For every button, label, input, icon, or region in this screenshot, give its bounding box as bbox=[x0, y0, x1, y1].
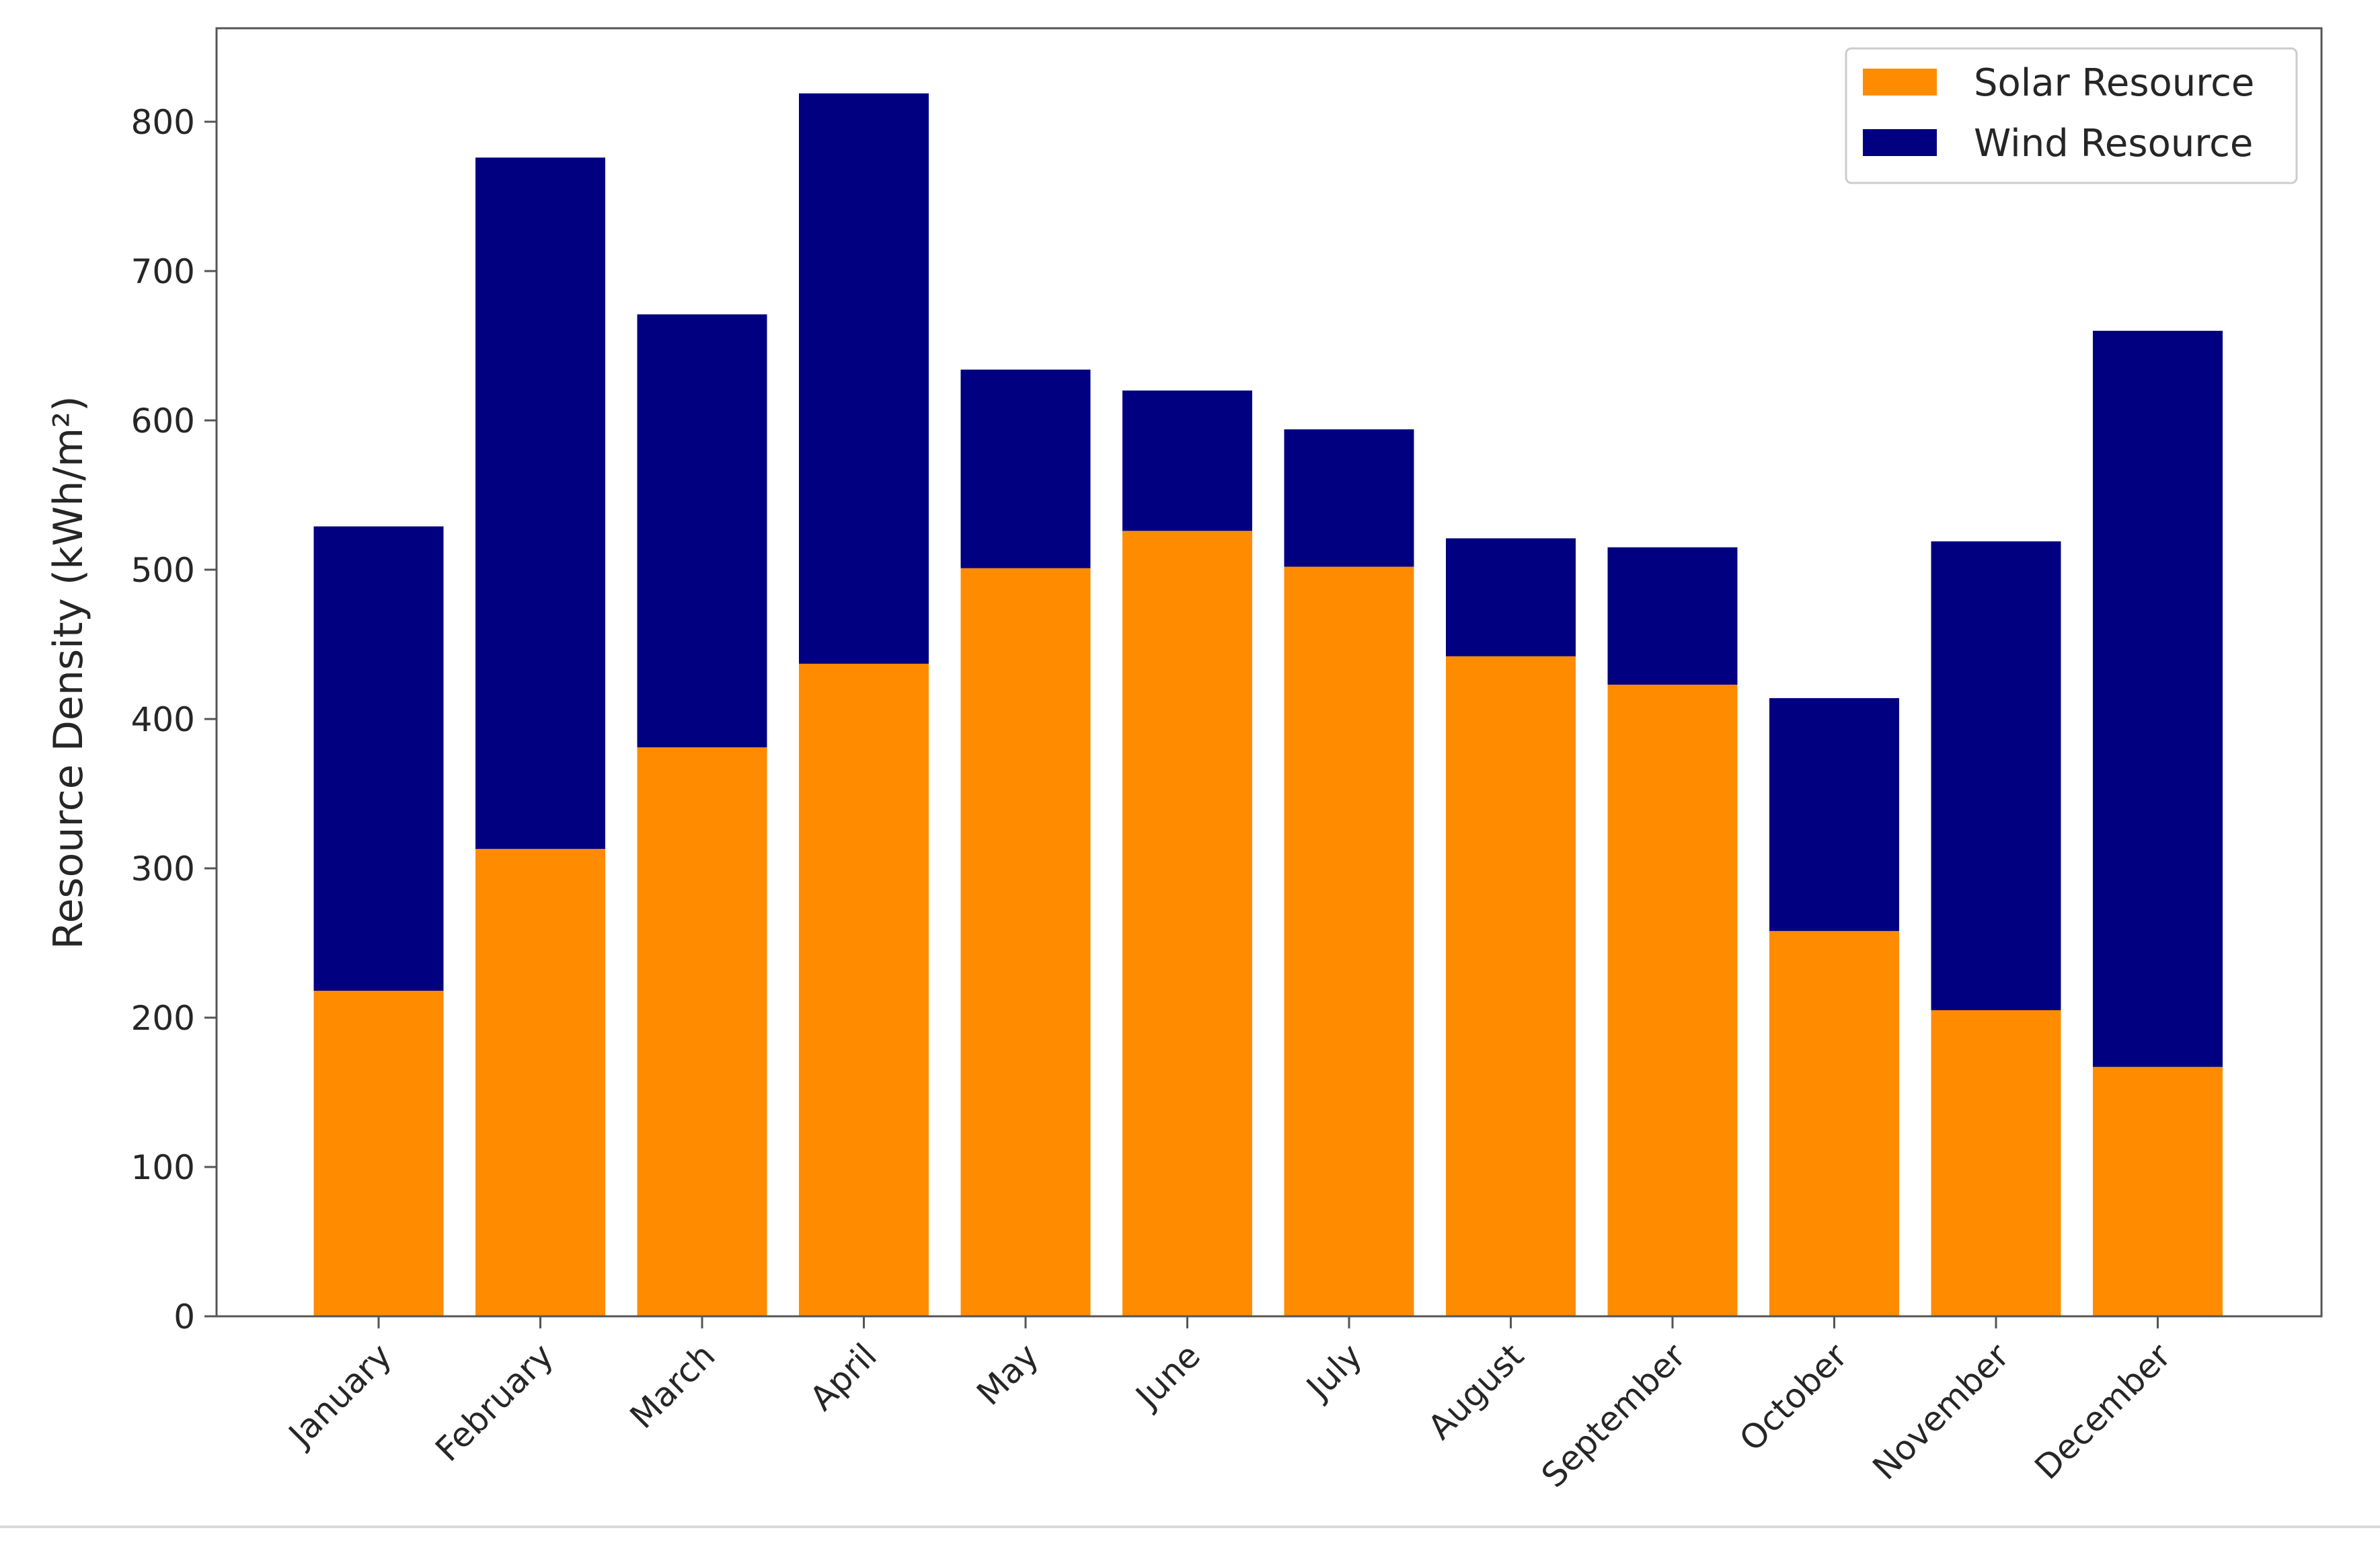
bar-solar-april bbox=[799, 663, 929, 1316]
y-tick-label-500: 500 bbox=[131, 551, 195, 590]
bar-solar-january bbox=[313, 991, 444, 1316]
bar-solar-march bbox=[637, 747, 767, 1316]
legend: Solar Resource Wind Resource bbox=[1845, 47, 2298, 184]
y-tick-label-100: 100 bbox=[131, 1148, 195, 1187]
y-tick-label-600: 600 bbox=[131, 402, 195, 441]
bar-solar-august bbox=[1446, 656, 1576, 1316]
bar-wind-february bbox=[475, 157, 605, 850]
y-tick-label-700: 700 bbox=[131, 252, 195, 291]
bar-wind-august bbox=[1446, 538, 1576, 656]
y-tick-label-800: 800 bbox=[131, 103, 195, 142]
legend-label-wind: Wind Resource bbox=[1974, 122, 2253, 165]
bar-solar-june bbox=[1122, 531, 1252, 1316]
bar-wind-march bbox=[637, 314, 767, 748]
bar-wind-november bbox=[1931, 541, 2061, 1010]
plot-frame bbox=[215, 27, 2323, 1318]
bar-solar-july bbox=[1284, 566, 1414, 1316]
y-tick-label-400: 400 bbox=[131, 700, 195, 739]
bar-wind-june bbox=[1122, 390, 1252, 531]
legend-swatch-solar bbox=[1863, 69, 1937, 96]
bar-wind-april bbox=[799, 93, 929, 664]
bar-wind-december bbox=[2093, 330, 2223, 1067]
bar-solar-november bbox=[1931, 1010, 2061, 1316]
y-tick-label-0: 0 bbox=[174, 1297, 195, 1336]
bar-solar-december bbox=[2093, 1067, 2223, 1316]
bar-wind-october bbox=[1769, 697, 1899, 932]
y-axis: 0 100 200 300 400 500 600 700 800 bbox=[131, 103, 217, 1336]
y-tick-label-300: 300 bbox=[131, 850, 195, 889]
bar-wind-may bbox=[960, 369, 1091, 568]
bar-wind-january bbox=[313, 526, 444, 991]
bars-group bbox=[313, 93, 2223, 1316]
y-tick-label-200: 200 bbox=[131, 999, 195, 1038]
legend-swatch-wind bbox=[1863, 129, 1937, 156]
bar-wind-september bbox=[1607, 547, 1738, 685]
bar-solar-may bbox=[960, 568, 1091, 1316]
y-axis-title: Resource Density (kWh/m²) bbox=[45, 395, 92, 949]
bar-wind-july bbox=[1284, 429, 1414, 567]
legend-label-solar: Solar Resource bbox=[1974, 61, 2254, 105]
legend-box bbox=[1845, 47, 2298, 184]
bar-solar-february bbox=[475, 849, 605, 1316]
bar-solar-october bbox=[1769, 931, 1899, 1316]
bar-solar-september bbox=[1607, 684, 1738, 1316]
